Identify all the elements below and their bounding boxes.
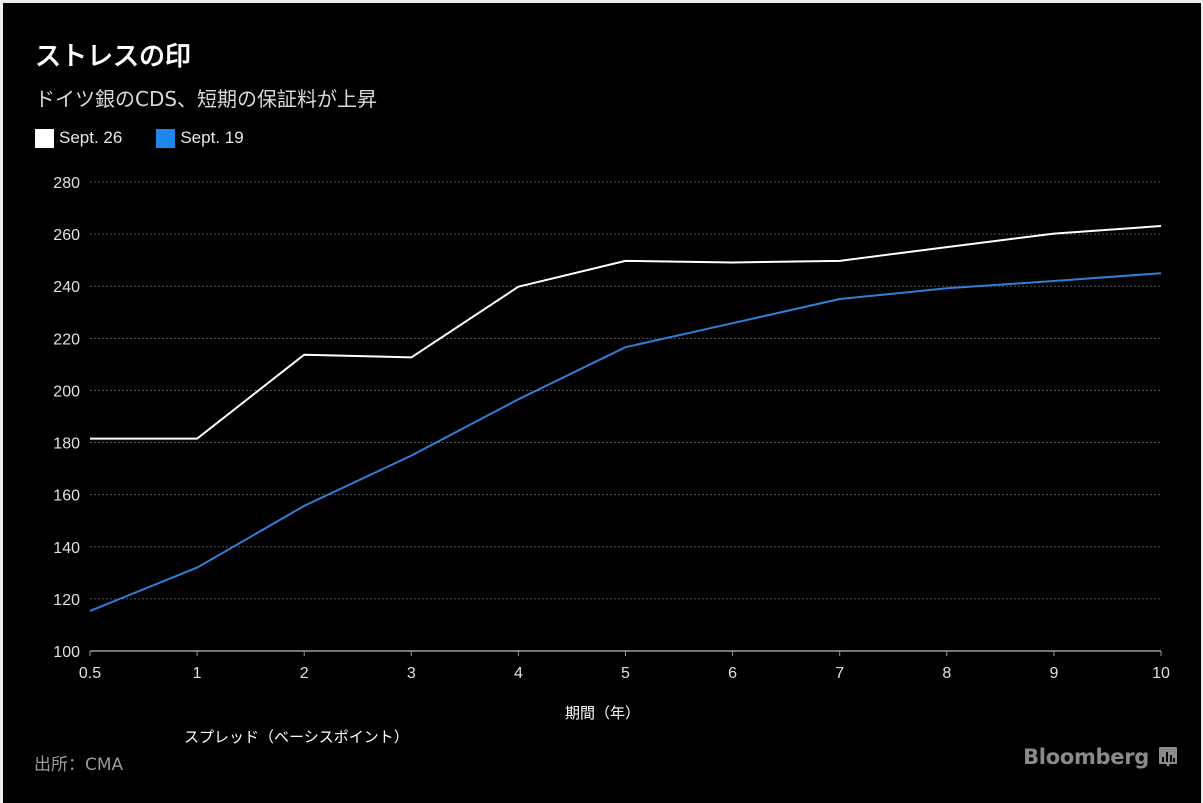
legend-item-sept-19: Sept. 19	[156, 128, 244, 148]
x-tick-label: 10	[1152, 665, 1170, 682]
bloomberg-chart-icon	[1159, 747, 1177, 767]
series-line-sept-19	[89, 272, 1162, 612]
chart-frame	[3, 3, 1201, 803]
source-note: 出所：CMA	[34, 755, 124, 775]
x-tick-label: 2	[300, 665, 309, 682]
y-tick-label: 240	[53, 279, 80, 296]
y-tick-label: 260	[53, 227, 80, 244]
y-axis-label: スプレッド（ベーシスポイント）	[184, 728, 409, 746]
legend-label: Sept. 26	[59, 128, 123, 147]
y-tick-label: 280	[53, 175, 80, 192]
x-axis: 0.5 1 2 3 4 5 6 7 8 9 10	[79, 650, 1170, 682]
y-tick-label: 200	[53, 383, 80, 400]
legend-label: Sept. 19	[180, 128, 244, 147]
y-tick-label: 100	[53, 644, 80, 661]
x-tick-label: 1	[193, 665, 202, 682]
x-tick-label: 7	[835, 665, 844, 682]
y-tick-label: 160	[53, 488, 80, 505]
series-line-sept-26	[90, 225, 1162, 440]
x-tick-label: 4	[514, 665, 523, 682]
chart-subtitle: ドイツ銀のCDS、短期の保証料が上昇	[35, 87, 378, 111]
x-tick-label: 9	[1049, 665, 1058, 682]
y-tick-label: 140	[53, 540, 80, 557]
x-tick-label: 0.5	[79, 665, 101, 682]
legend-swatch-white	[35, 128, 54, 148]
y-axis-ticks: 100 120 140 160 180 200 220 240 260 280	[53, 175, 80, 661]
x-tick-label: 6	[728, 665, 737, 682]
y-tick-label: 220	[53, 331, 80, 348]
legend-item-sept-26: Sept. 26	[35, 128, 122, 148]
legend: Sept. 26 Sept. 19	[35, 128, 244, 148]
x-axis-label: 期間（年）	[565, 704, 641, 722]
legend-swatch-blue	[156, 128, 176, 148]
x-tick-label: 8	[942, 665, 951, 682]
y-tick-label: 120	[53, 592, 80, 609]
x-tick-label: 5	[621, 665, 630, 682]
y-tick-label: 180	[53, 436, 80, 453]
bloomberg-logo-text: Bloomberg	[1023, 745, 1149, 769]
x-tick-label: 3	[407, 665, 416, 682]
chart-title: ストレスの印	[35, 42, 192, 72]
series-lines	[89, 225, 1162, 612]
